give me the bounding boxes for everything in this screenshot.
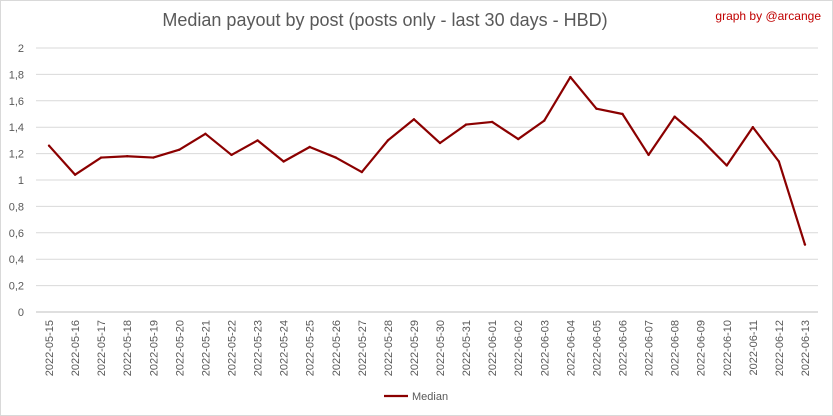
x-tick-label: 2022-06-10 bbox=[722, 320, 734, 376]
x-tick-label: 2022-06-04 bbox=[565, 320, 577, 376]
legend-label: Median bbox=[412, 391, 448, 403]
y-tick-label: 0,4 bbox=[9, 254, 24, 266]
data-point bbox=[99, 156, 103, 159]
data-point bbox=[438, 141, 442, 145]
data-point bbox=[256, 139, 259, 142]
x-tick-label: 2022-05-28 bbox=[383, 320, 395, 376]
series-layer bbox=[47, 75, 807, 246]
y-axis: 0 0,2 0,4 0,6 0,8 1 1,2 1,4 1,6 1,8 2 bbox=[9, 43, 24, 319]
data-point bbox=[126, 155, 129, 158]
x-tick-label: 2022-05-25 bbox=[305, 320, 317, 376]
x-tick-label: 2022-05-16 bbox=[70, 320, 82, 376]
data-point bbox=[386, 139, 390, 142]
chart-title: Median payout by post (posts only - last… bbox=[162, 10, 608, 30]
y-tick-label: 1,4 bbox=[9, 122, 24, 134]
x-tick-label: 2022-06-09 bbox=[696, 320, 708, 376]
x-tick-label: 2022-05-19 bbox=[148, 320, 160, 376]
x-axis: 2022-05-15 2022-05-16 2022-05-17 2022-05-18… bbox=[44, 320, 812, 376]
data-point bbox=[751, 126, 755, 129]
x-tick-label: 2022-06-07 bbox=[644, 320, 656, 376]
x-tick-label: 2022-06-11 bbox=[748, 320, 760, 375]
data-point bbox=[569, 75, 572, 79]
x-tick-label: 2022-05-18 bbox=[122, 320, 134, 376]
x-tick-label: 2022-05-23 bbox=[253, 320, 265, 376]
y-tick-label: 0 bbox=[18, 307, 24, 319]
gridlines bbox=[36, 47, 818, 313]
y-tick-label: 1,8 bbox=[9, 69, 24, 81]
data-point bbox=[803, 243, 807, 246]
data-point bbox=[699, 137, 702, 141]
chart-credit: graph by @arcange bbox=[715, 9, 821, 23]
y-tick-label: 2 bbox=[18, 43, 24, 55]
x-tick-label: 2022-05-17 bbox=[96, 320, 108, 376]
x-tick-label: 2022-05-24 bbox=[279, 320, 291, 376]
x-tick-label: 2022-05-27 bbox=[357, 320, 369, 376]
x-tick-label: 2022-05-29 bbox=[409, 320, 421, 376]
data-point bbox=[595, 107, 598, 110]
x-tick-label: 2022-06-06 bbox=[618, 320, 630, 376]
data-point bbox=[47, 144, 51, 147]
series-line-median bbox=[48, 75, 807, 246]
y-tick-label: 0,6 bbox=[9, 228, 24, 240]
data-point bbox=[490, 120, 494, 124]
data-point bbox=[178, 148, 181, 151]
y-tick-label: 0,2 bbox=[9, 281, 24, 293]
x-tick-label: 2022-05-31 bbox=[461, 320, 473, 376]
data-point bbox=[647, 153, 650, 157]
x-tick-label: 2022-05-20 bbox=[174, 320, 186, 376]
data-point bbox=[308, 145, 311, 149]
legend: Median bbox=[384, 391, 448, 403]
data-point bbox=[412, 118, 416, 121]
x-tick-label: 2022-05-30 bbox=[435, 320, 447, 376]
y-tick-label: 0,8 bbox=[9, 201, 24, 213]
data-point bbox=[517, 137, 520, 141]
x-tick-label: 2022-05-22 bbox=[227, 320, 239, 376]
x-tick-label: 2022-06-12 bbox=[774, 320, 786, 376]
data-point bbox=[673, 115, 676, 118]
data-point bbox=[464, 123, 468, 126]
data-point bbox=[725, 164, 728, 167]
data-point bbox=[230, 153, 233, 157]
data-point bbox=[543, 119, 546, 122]
data-point bbox=[282, 160, 285, 163]
y-tick-label: 1 bbox=[18, 175, 24, 187]
x-tick-label: 2022-06-05 bbox=[591, 320, 603, 376]
x-tick-label: 2022-06-01 bbox=[487, 320, 499, 376]
data-point bbox=[73, 173, 77, 176]
x-tick-label: 2022-05-26 bbox=[331, 320, 343, 376]
data-point bbox=[334, 156, 337, 159]
data-point bbox=[204, 132, 207, 135]
y-tick-label: 1,6 bbox=[9, 96, 24, 108]
x-tick-label: 2022-06-03 bbox=[539, 320, 551, 376]
x-tick-label: 2022-06-13 bbox=[800, 320, 812, 376]
data-point bbox=[360, 170, 364, 174]
x-tick-label: 2022-05-15 bbox=[44, 320, 56, 376]
data-point bbox=[777, 160, 781, 163]
x-tick-label: 2022-06-02 bbox=[513, 320, 525, 376]
x-tick-label: 2022-05-21 bbox=[200, 320, 212, 376]
data-point bbox=[152, 156, 155, 159]
x-tick-label: 2022-06-08 bbox=[670, 320, 682, 376]
y-tick-label: 1,2 bbox=[9, 149, 24, 161]
data-point bbox=[621, 112, 624, 116]
